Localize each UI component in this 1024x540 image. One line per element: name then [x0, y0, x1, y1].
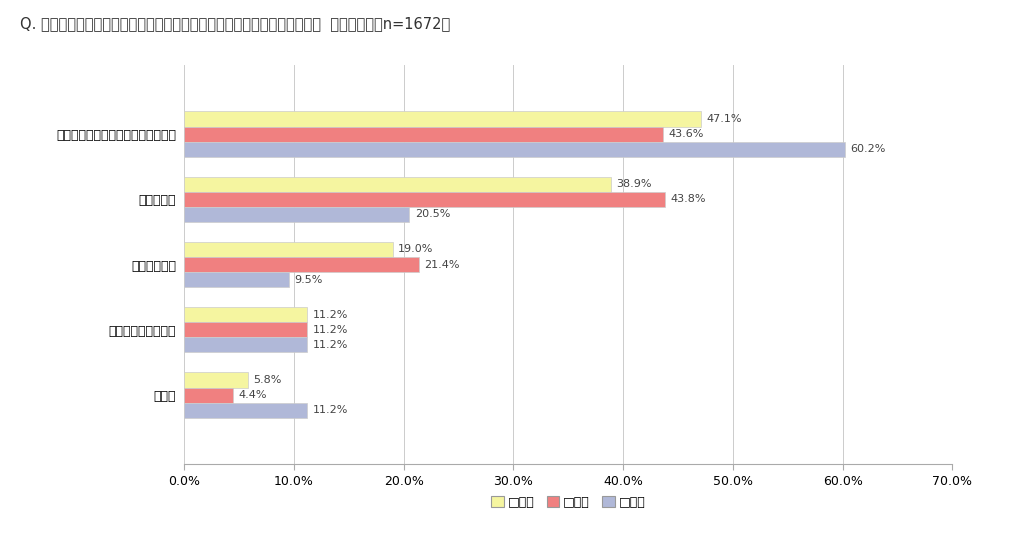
Bar: [184, 207, 410, 222]
Text: 11.2%: 11.2%: [312, 405, 348, 415]
Text: 11.2%: 11.2%: [312, 340, 348, 350]
Bar: [184, 307, 307, 322]
Text: 5.8%: 5.8%: [254, 375, 282, 385]
Text: 60.2%: 60.2%: [850, 144, 886, 154]
Bar: [184, 403, 307, 418]
Bar: [184, 192, 665, 207]
Text: Q. 前問で「はい」と回答した方にお聞きします。どこで脱毛しましたか？  （複数回答／n=1672）: Q. 前問で「はい」と回答した方にお聞きします。どこで脱毛しましたか？ （複数回…: [20, 16, 451, 31]
Text: 20.5%: 20.5%: [415, 210, 451, 219]
Text: 43.8%: 43.8%: [671, 194, 706, 204]
Bar: [184, 388, 232, 403]
Bar: [184, 272, 289, 287]
Bar: [184, 322, 307, 338]
Text: 47.1%: 47.1%: [707, 114, 742, 124]
Legend: □全体, □女性, □男性: □全体, □女性, □男性: [486, 491, 650, 514]
Bar: [184, 126, 663, 141]
Text: 4.4%: 4.4%: [238, 390, 266, 400]
Text: 43.6%: 43.6%: [669, 129, 703, 139]
Text: 9.5%: 9.5%: [294, 275, 323, 285]
Text: 38.9%: 38.9%: [616, 179, 652, 189]
Bar: [184, 141, 845, 157]
Text: 21.4%: 21.4%: [425, 260, 460, 269]
Bar: [184, 257, 419, 272]
Text: 11.2%: 11.2%: [312, 310, 348, 320]
Bar: [184, 338, 307, 353]
Text: 19.0%: 19.0%: [398, 245, 433, 254]
Bar: [184, 242, 393, 257]
Bar: [184, 177, 611, 192]
Bar: [184, 373, 248, 388]
Text: 11.2%: 11.2%: [312, 325, 348, 335]
Bar: [184, 111, 701, 126]
